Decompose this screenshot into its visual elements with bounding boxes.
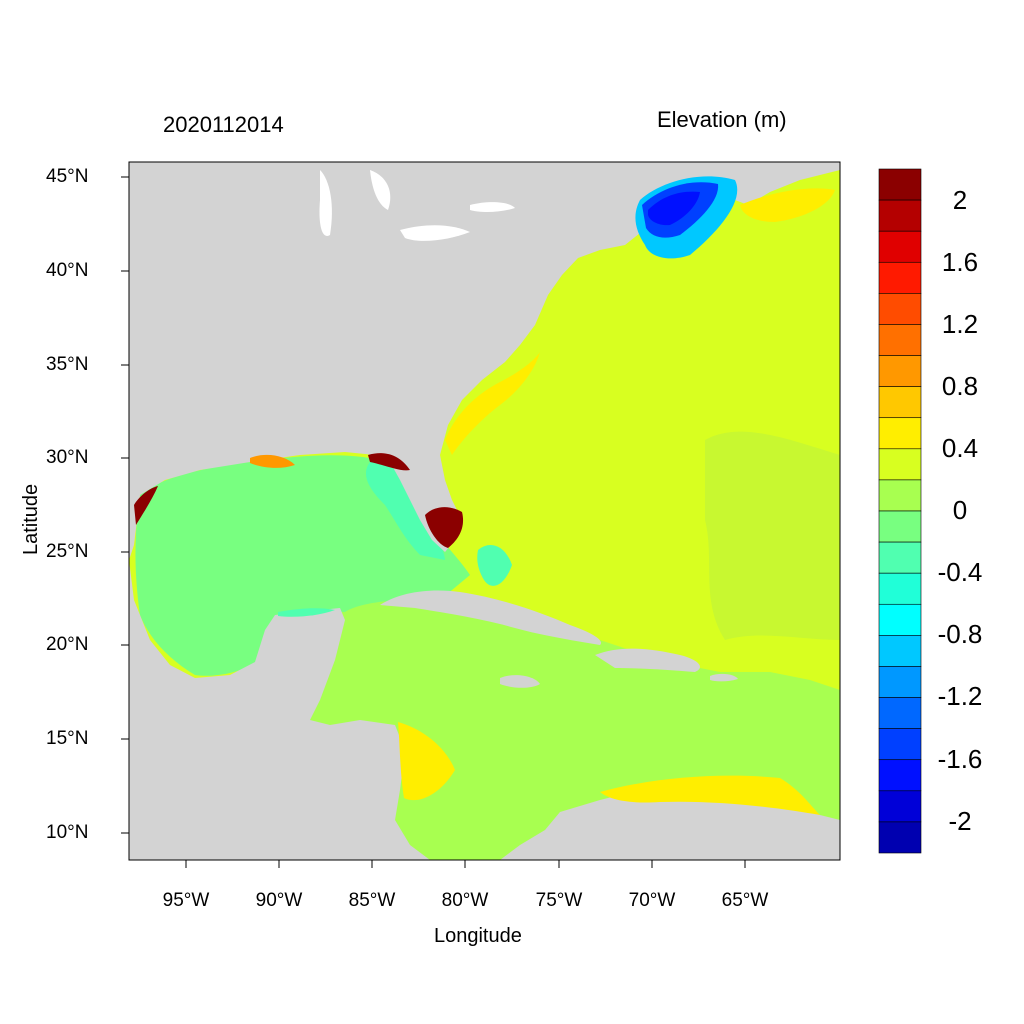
colorbar-swatch <box>878 261 922 294</box>
lon-tick-label: 80°W <box>441 890 489 911</box>
colorbar-label: -0.4 <box>937 557 983 587</box>
lat-tick-label: 45°N <box>46 166 89 187</box>
map-frame <box>128 161 841 861</box>
land-hispaniola <box>595 648 700 672</box>
colorbar-swatch <box>878 386 922 419</box>
lat-tick-label: 20°N <box>46 634 89 655</box>
lat-tick-label: 40°N <box>46 260 89 281</box>
south-florida-surge <box>425 507 464 548</box>
land-nova-scotia <box>730 162 840 205</box>
colorbar-swatch <box>878 572 922 605</box>
colorbar-label: -1.2 <box>937 681 983 711</box>
colorbar-swatch <box>878 603 922 636</box>
colorbar-swatch <box>878 230 922 263</box>
colorbar-swatch <box>878 510 922 543</box>
lon-tick-label: 85°W <box>348 890 396 911</box>
colorbar-label: -0.8 <box>937 619 983 649</box>
honduras-coast-positive <box>398 722 455 801</box>
lon-tick-label: 90°W <box>255 890 303 911</box>
louisiana-coast-positive <box>250 454 295 468</box>
colorbar-label: 2 <box>952 185 968 215</box>
date-stamp-label: 2020112014 <box>163 112 284 137</box>
colorbar-swatch <box>878 759 922 792</box>
colorbar-swatch <box>878 417 922 450</box>
venezuela-coast-positive <box>600 775 820 815</box>
lat-tick-label: 30°N <box>46 447 89 468</box>
colorbar-swatch <box>878 666 922 698</box>
colorbar-swatch <box>878 790 922 823</box>
land-cuba <box>380 590 601 645</box>
colorbar-swatch <box>878 635 922 667</box>
lat-ticks <box>121 176 129 834</box>
colorbar-label: 0.8 <box>941 371 979 401</box>
land-jamaica <box>500 675 540 688</box>
colorbar-label: 1.2 <box>941 309 979 339</box>
map-area <box>129 162 840 860</box>
colorbar-swatch <box>878 821 922 854</box>
lake-huron <box>370 170 391 210</box>
lat-tick-label: 35°N <box>46 354 89 375</box>
scotian-shelf-positive <box>740 188 835 222</box>
land-central-america <box>129 560 430 860</box>
colorbar-swatch <box>878 728 922 761</box>
variable-title: Elevation (m) <box>657 107 787 132</box>
colorbar-swatch <box>878 448 922 481</box>
colorbar-swatch <box>878 479 922 512</box>
gulf-of-mexico <box>135 455 470 676</box>
colorbar-swatch <box>878 541 922 574</box>
bahamas-banks <box>477 545 512 586</box>
colorbar-label: -1.6 <box>937 744 983 774</box>
colorbar-swatch <box>878 697 922 729</box>
colorbar-swatch <box>878 324 922 356</box>
lat-tick-label: 25°N <box>46 541 89 562</box>
colorbar-label: -2 <box>948 806 972 836</box>
lon-tick-label: 75°W <box>535 890 583 911</box>
west-florida-shelf <box>365 460 445 560</box>
carolina-coast-positive <box>445 352 540 455</box>
lake-michigan <box>319 170 332 236</box>
land-puerto-rico <box>710 673 738 682</box>
atlantic-low-anomaly <box>705 431 840 640</box>
colorbar-label: 0.4 <box>941 433 979 463</box>
lat-tick-label: 10°N <box>46 822 89 843</box>
lon-tick-label: 70°W <box>628 890 676 911</box>
colorbar-swatch <box>878 355 922 387</box>
lake-erie <box>400 225 470 241</box>
lake-ontario <box>470 202 515 213</box>
land-north-america <box>129 162 745 560</box>
x-axis-title: Longitude <box>434 925 522 947</box>
big-bend-surge <box>368 453 410 471</box>
colorbar-label: 0 <box>952 495 968 525</box>
lon-tick-label: 65°W <box>721 890 769 911</box>
lon-ticks <box>185 860 746 868</box>
colorbar <box>878 168 922 854</box>
yucatan-channel-negative <box>278 608 335 617</box>
lat-tick-label: 15°N <box>46 728 89 749</box>
colorbar-label: 1.6 <box>941 247 979 277</box>
colorbar-swatch <box>878 293 922 325</box>
gulf-of-maine-surge-deep <box>648 191 700 226</box>
colorbar-swatch <box>878 168 922 201</box>
lon-tick-label: 95°W <box>162 890 210 911</box>
colorbar-swatch <box>878 199 922 232</box>
texas-coast-surge <box>134 486 158 525</box>
